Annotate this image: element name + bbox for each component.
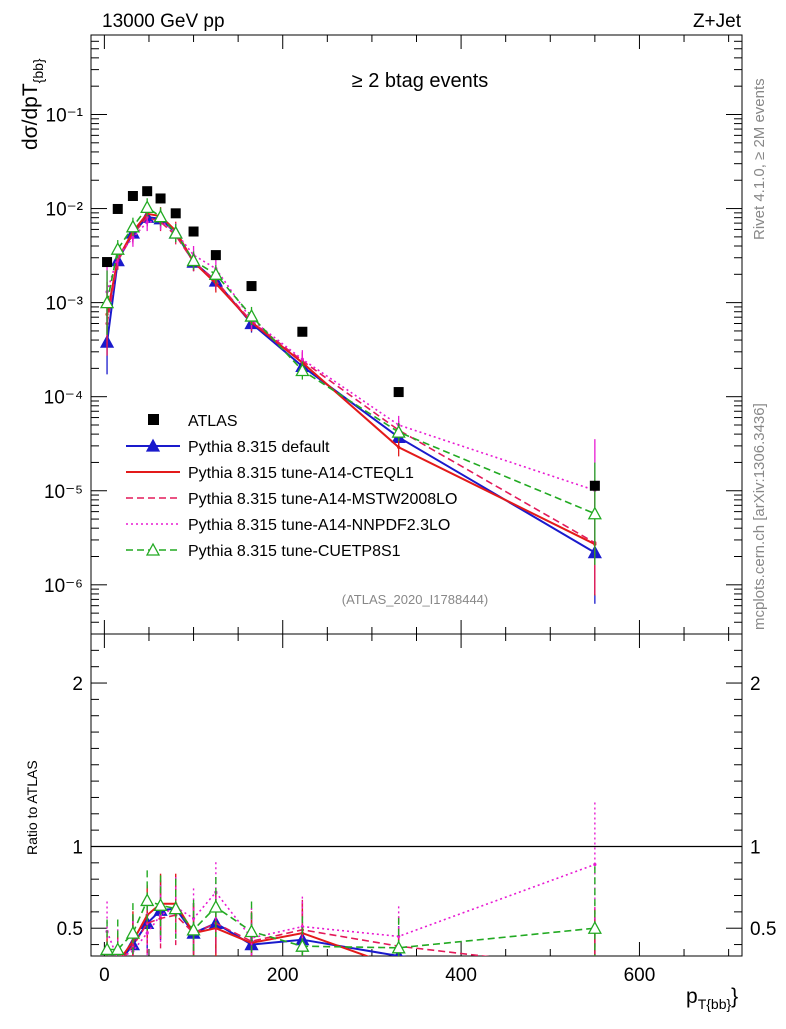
ratio-point [116,963,119,966]
data-point [131,236,134,239]
process-label: Z+Jet [693,11,742,32]
atlas-data-point [394,387,404,397]
ratio-point [112,958,124,969]
y-tick-label: 10⁻³ [46,294,84,315]
chart-canvas: 13000 GeV pp Z+Jet ≥ 2 btag events (ATLA… [0,0,786,1024]
y-tick-label: 10⁻⁴ [44,388,83,409]
x-axis-label: pT{bb}} [686,985,738,1012]
ratio-y-tick-label: 1 [72,837,83,858]
legend-label: Pythia 8.315 tune-A14-MSTW2008LO [188,491,457,508]
legend-label: Pythia 8.315 tune-A14-NNPDF2.3LO [188,517,450,534]
data-point [301,358,304,361]
main-plot-layer [101,186,601,604]
ratio-y-tick-label: 2 [72,674,83,695]
y-tick-label: 10⁻² [46,200,84,221]
atlas-data-point [102,257,112,267]
x-tick-label: 600 [624,965,656,986]
side-label-top: Rivet 4.1.0, ≥ 2M events [751,78,768,240]
ratio-point [593,863,596,866]
atlas-data-point [113,204,123,214]
series-line [107,221,595,490]
legend-label: Pythia 8.315 default [188,439,330,456]
main-series-group [101,186,601,604]
y-tick-label: 10⁻⁶ [44,576,83,597]
atlas-data-point [156,193,166,203]
ratio-point [593,969,596,972]
y-axis-label-ratio: Ratio to ATLAS [24,760,40,855]
atlas-data-point [247,281,257,291]
data-point [397,446,400,449]
ratio-point [116,961,119,964]
selection-label: ≥ 2 btag events [352,70,489,92]
svg-text:pT{bb}}: pT{bb}} [686,985,738,1012]
energy-label: 13000 GeV pp [102,11,225,32]
x-tick-label: 400 [445,965,477,986]
legend-entry: Pythia 8.315 tune-A14-MSTW2008LO [126,491,457,508]
atlas-data-point [189,227,199,237]
legend-entry: ATLAS [148,413,238,430]
analysis-id: (ATLAS_2020_I1788444) [342,592,488,607]
ratio-y-tick-label-right: 2 [750,674,761,695]
atlas-data-point [297,327,307,337]
svg-text:Ratio to ATLAS: Ratio to ATLAS [24,760,40,855]
side-label-bottom: mcplots.cern.ch [arXiv:1306.3436] [751,403,768,630]
legend-entry: Pythia 8.315 default [126,439,330,456]
ratio-series-line [107,900,595,949]
ratio-point [589,922,601,933]
legend-marker [148,414,159,425]
ticks-layer: 0 200 400 600 10⁻⁶ 10⁻⁵ 10⁻⁴ 10⁻³ 10⁻² 10⁻¹ 0.5 0.5… [44,35,777,986]
y-axis-label-main: dσ/dpT{bb} [19,58,46,150]
ratio-point [116,958,119,961]
ratio-y-tick-label-right: 1 [750,837,761,858]
atlas-data-point [590,481,600,491]
x-tick-label: 0 [99,965,110,986]
y-tick-label: 10⁻⁵ [44,482,83,503]
ratio-plot-frame [91,634,742,956]
legend-entry: Pythia 8.315 tune-A14-CTEQL1 [126,465,414,482]
x-tick-label: 200 [267,965,299,986]
atlas-data-point [142,186,152,196]
ratio-point [155,899,167,910]
ratio-y-tick-label-right: 0.5 [750,919,776,940]
legend-label: Pythia 8.315 tune-A14-CTEQL1 [188,465,414,482]
legend-label: Pythia 8.315 tune-CUETP8S1 [188,543,401,560]
legend-entry: Pythia 8.315 tune-A14-NNPDF2.3LO [126,517,450,534]
ratio-point [210,901,222,912]
ratio-y-tick-label: 0.5 [57,919,83,940]
y-tick-label: 10⁻¹ [46,105,84,126]
data-point [589,508,601,519]
legend-label: ATLAS [188,413,238,430]
ratio-point [589,973,601,984]
ratio-point [246,925,258,936]
data-point [146,220,149,223]
ratio-plot-layer [91,802,742,1024]
ratio-point [141,894,153,905]
ratio-point [593,967,596,970]
ratio-point [397,966,400,969]
atlas-data-point [171,208,181,218]
data-point [112,243,124,254]
atlas-data-point [211,250,221,260]
ratio-series-group [91,802,742,1024]
ratio-point [146,932,149,935]
svg-text:dσ/dpT{bb}: dσ/dpT{bb} [19,58,46,150]
ratio-series-line [107,915,595,974]
data-point [141,201,153,212]
legend-entry: Pythia 8.315 tune-CUETP8S1 [126,543,401,560]
atlas-data-point [128,191,138,201]
